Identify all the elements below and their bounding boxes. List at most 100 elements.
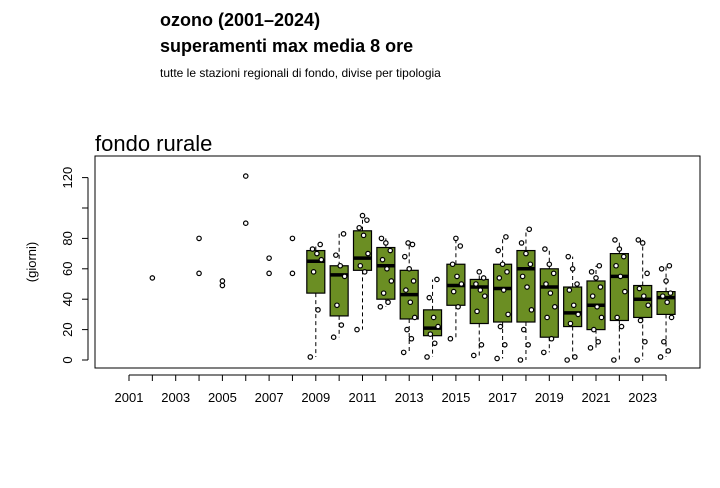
data-point	[338, 322, 345, 328]
data-point	[540, 349, 547, 356]
data-point	[400, 349, 407, 356]
x-tick-label: 2003	[161, 390, 190, 405]
data-point	[385, 299, 391, 306]
x-tick-label: 2007	[255, 390, 284, 405]
data-point	[495, 247, 502, 254]
data-point	[219, 282, 226, 289]
data-point	[455, 303, 461, 310]
data-point	[449, 261, 456, 268]
data-point	[570, 302, 577, 309]
box	[422, 309, 443, 337]
x-tick-label: 2021	[582, 390, 611, 405]
data-point	[518, 240, 525, 246]
data-point	[524, 284, 530, 290]
data-point	[525, 341, 531, 348]
data-point	[380, 290, 387, 296]
data-point	[318, 256, 325, 263]
data-point	[547, 290, 554, 296]
data-point	[617, 273, 624, 280]
data-point	[499, 261, 506, 268]
data-point	[266, 270, 272, 277]
data-point	[635, 237, 642, 243]
data-point	[149, 275, 156, 281]
x-axis: 2001 2003 2005 2007 2009 2011 2013 2015 2017 2019…	[115, 374, 667, 405]
data-point	[590, 326, 597, 333]
data-point	[196, 235, 202, 242]
data-point	[454, 273, 460, 280]
data-point	[636, 285, 643, 292]
data-point	[403, 287, 409, 293]
data-point	[645, 302, 652, 309]
y-axis-label: (giorni)	[24, 242, 39, 282]
x-tick-label: 2009	[301, 390, 330, 405]
data-point	[505, 311, 511, 318]
data-point	[500, 287, 507, 293]
y-axis: 0 20 40 60 80 120	[60, 167, 89, 364]
data-point	[365, 250, 371, 257]
data-point	[307, 354, 314, 360]
chart-caption: tutte le stazioni regionali di fondo, di…	[160, 66, 441, 80]
data-point	[566, 287, 573, 293]
data-point	[314, 250, 320, 257]
chart-subtitle: superamenti max media 8 ore	[160, 36, 414, 56]
data-point	[668, 314, 675, 321]
data-point	[410, 278, 417, 284]
data-point	[378, 235, 385, 242]
data-point	[659, 293, 666, 299]
data-point	[616, 246, 623, 252]
data-point	[657, 354, 664, 360]
data-point	[315, 307, 321, 313]
data-point	[384, 265, 390, 272]
data-point	[219, 278, 226, 284]
data-point	[528, 307, 535, 313]
data-point	[310, 269, 317, 275]
data-point	[614, 314, 620, 321]
data-point	[622, 288, 628, 295]
x-tick-label: 2019	[535, 390, 564, 405]
data-point	[333, 252, 339, 258]
data-point	[587, 345, 594, 351]
data-point	[665, 348, 672, 354]
x-tick-label: 2011	[349, 390, 377, 405]
data-point	[496, 275, 503, 281]
data-point	[658, 265, 665, 272]
data-point	[620, 253, 627, 260]
data-point	[242, 220, 249, 227]
box	[609, 253, 629, 322]
data-point	[596, 262, 603, 269]
data-point	[523, 250, 529, 257]
data-point	[476, 269, 483, 275]
y-tick-label: 60	[60, 262, 75, 276]
x-tick-label: 2023	[628, 390, 657, 405]
data-point	[544, 314, 550, 321]
data-point	[639, 240, 646, 246]
data-point	[266, 255, 272, 261]
data-point	[379, 256, 386, 263]
y-tick-label: 0	[60, 356, 75, 363]
data-point	[567, 320, 574, 327]
data-point	[453, 235, 459, 242]
y-tick-label: 120	[60, 167, 75, 189]
data-point	[478, 341, 485, 348]
data-point	[640, 293, 647, 299]
data-point	[612, 237, 618, 243]
plot-frame	[94, 155, 701, 369]
data-point	[613, 262, 619, 269]
data-point	[501, 341, 508, 348]
data-point	[405, 240, 411, 246]
data-points	[149, 173, 675, 363]
data-point	[377, 303, 384, 310]
data-point	[503, 234, 509, 240]
data-point	[411, 314, 418, 321]
y-tick-label: 40	[60, 292, 75, 306]
data-point	[595, 338, 602, 345]
data-point	[242, 173, 249, 179]
panel-title: fondo rurale	[95, 131, 213, 156]
data-point	[404, 326, 410, 333]
data-point	[497, 323, 504, 330]
data-point	[611, 357, 617, 363]
data-point	[598, 314, 605, 321]
box	[633, 284, 653, 319]
data-point	[494, 355, 500, 362]
data-point	[409, 241, 416, 248]
